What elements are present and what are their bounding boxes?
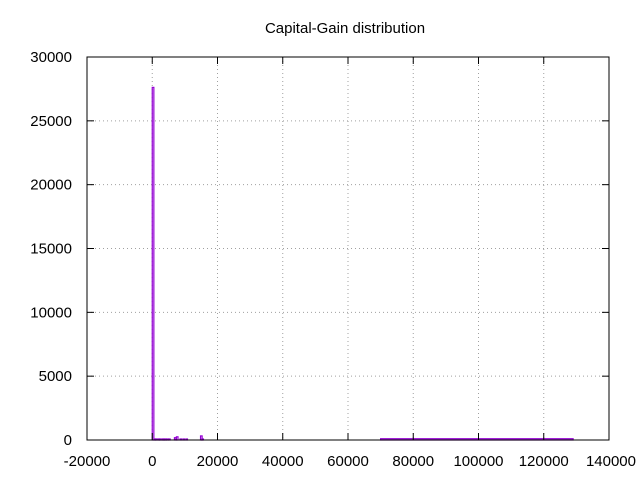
- y-tick-label: 0: [64, 432, 72, 449]
- y-tick-label: 5000: [39, 368, 72, 385]
- x-tick-label: 140000: [586, 453, 636, 470]
- x-tick-label: -20000: [64, 453, 111, 470]
- x-tick-label: 80000: [392, 453, 434, 470]
- x-tick-label: 40000: [262, 453, 304, 470]
- histogram-bar: [151, 86, 155, 441]
- y-tick-label: 15000: [30, 241, 72, 258]
- x-tick-label: 60000: [327, 453, 369, 470]
- x-tick-label: 0: [148, 453, 156, 470]
- y-tick-label: 20000: [30, 177, 72, 194]
- y-axis-ticks: 0 5000 10000 15000 20000 25000 30000: [30, 49, 609, 449]
- y-tick-label: 10000: [30, 304, 72, 321]
- x-axis-ticks: -20000 0 20000 40000 60000 80000 100000 120000 1…: [64, 57, 636, 470]
- x-tick-label: 100000: [453, 453, 503, 470]
- x-tick-label: 120000: [519, 453, 569, 470]
- chart-title: Capital-Gain distribution: [265, 20, 425, 37]
- bars: [151, 86, 574, 441]
- x-tick-label: 20000: [197, 453, 239, 470]
- grid-lines: [87, 57, 609, 440]
- y-tick-label: 25000: [30, 113, 72, 130]
- y-tick-label: 30000: [30, 49, 72, 66]
